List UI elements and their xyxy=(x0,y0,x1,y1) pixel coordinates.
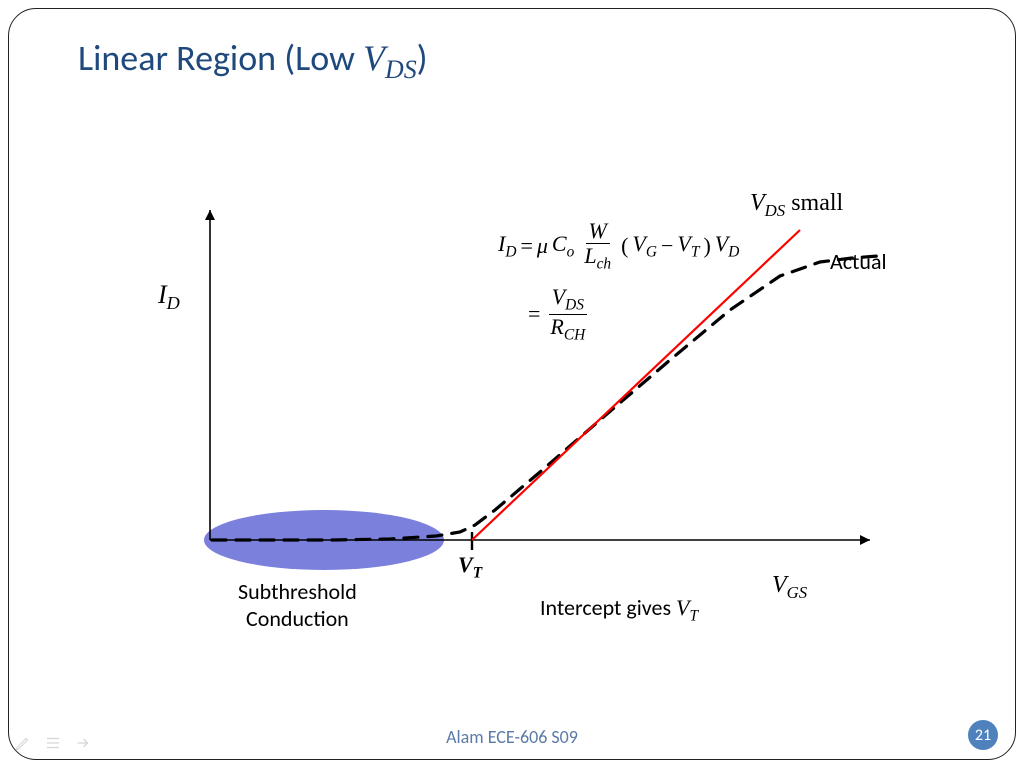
drain-current-equation: ID = μ Co WLch (VG − VT) VD = VDS RCH xyxy=(498,220,739,342)
page-number: 21 xyxy=(975,726,991,745)
vds-small-label: VDS small xyxy=(750,190,843,221)
actual-curve-label: Actual xyxy=(830,248,887,275)
next-arrow-icon[interactable] xyxy=(74,734,92,752)
footer-text: Alam ECE-606 S09 xyxy=(446,726,578,748)
menu-icon[interactable] xyxy=(44,734,62,752)
subthreshold-label: SubthresholdConduction xyxy=(238,578,357,632)
y-axis-label: ID xyxy=(158,280,180,314)
slide-toolbar xyxy=(14,734,92,752)
x-axis-label: VGS xyxy=(772,572,807,603)
pen-icon[interactable] xyxy=(14,734,32,752)
slide-footer: Alam ECE-606 S09 xyxy=(0,726,1024,748)
chart-region: ID VGS VT VDS small Actual SubthresholdC… xyxy=(140,190,900,630)
intercept-label: Intercept gives VT xyxy=(540,594,698,625)
page-number-badge: 21 xyxy=(968,720,998,750)
vt-tick-label: VT xyxy=(458,552,482,582)
slide-title: Linear Region (Low VDS) xyxy=(78,36,428,85)
